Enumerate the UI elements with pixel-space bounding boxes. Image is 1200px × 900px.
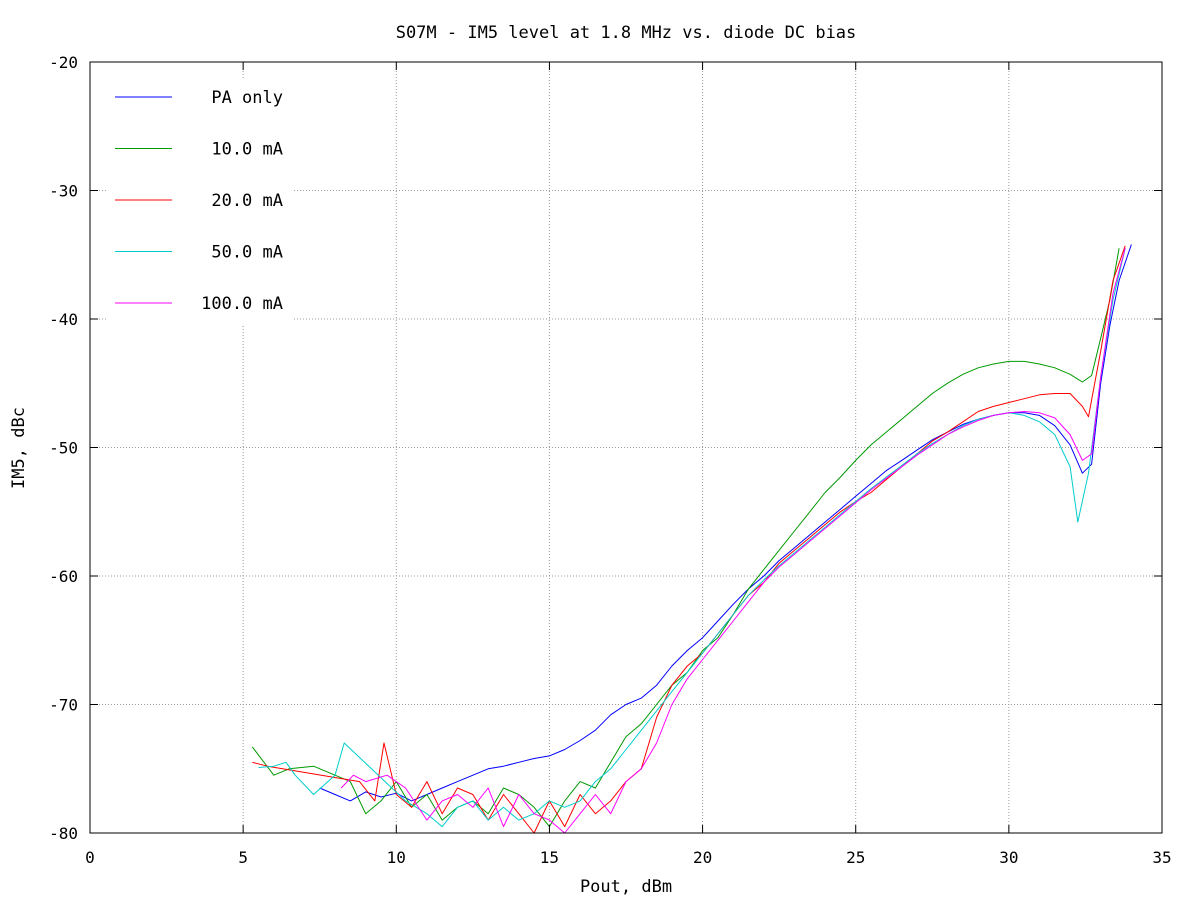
y-tick-label: -60 <box>49 567 78 586</box>
axis-ticks: 0 5 10 15 20 25 30 35 -80 -70 -60 -50 -40 -30 -20 <box>49 53 1172 867</box>
y-tick-label: -80 <box>49 824 78 843</box>
x-tick-label: 0 <box>85 848 95 867</box>
y-tick-label: -70 <box>49 696 78 715</box>
x-tick-label: 25 <box>846 848 865 867</box>
series-line-5 <box>340 248 1126 834</box>
gridlines <box>90 62 1162 833</box>
series-line-1 <box>319 244 1132 802</box>
y-tick-label: -50 <box>49 439 78 458</box>
x-tick-label: 20 <box>693 848 712 867</box>
x-tick-label: 30 <box>999 848 1018 867</box>
x-tick-label: 35 <box>1152 848 1171 867</box>
legend-background <box>106 78 292 324</box>
legend-label-4: 50.0 mA <box>211 243 283 263</box>
series-line-2 <box>251 248 1120 828</box>
y-tick-label: -30 <box>49 182 78 201</box>
plot-area <box>251 244 1132 834</box>
y-axis-label: IM5, dBc <box>9 407 29 489</box>
legend-label-5: 100.0 mA <box>201 294 283 314</box>
chart-title: S07M - IM5 level at 1.8 MHz vs. diode DC… <box>396 23 857 43</box>
y-tick-label: -20 <box>49 53 78 72</box>
legend: PA only 10.0 mA 20.0 mA 50.0 mA 100.0 mA <box>106 78 292 324</box>
y-tick-label: -40 <box>49 310 78 329</box>
x-axis-label: Pout, dBm <box>580 877 672 897</box>
legend-label-2: 10.0 mA <box>211 140 283 160</box>
x-tick-label: 10 <box>387 848 406 867</box>
x-tick-label: 15 <box>540 848 559 867</box>
legend-label-3: 20.0 mA <box>211 191 283 211</box>
legend-label-1: PA only <box>211 88 283 108</box>
x-tick-label: 5 <box>238 848 248 867</box>
